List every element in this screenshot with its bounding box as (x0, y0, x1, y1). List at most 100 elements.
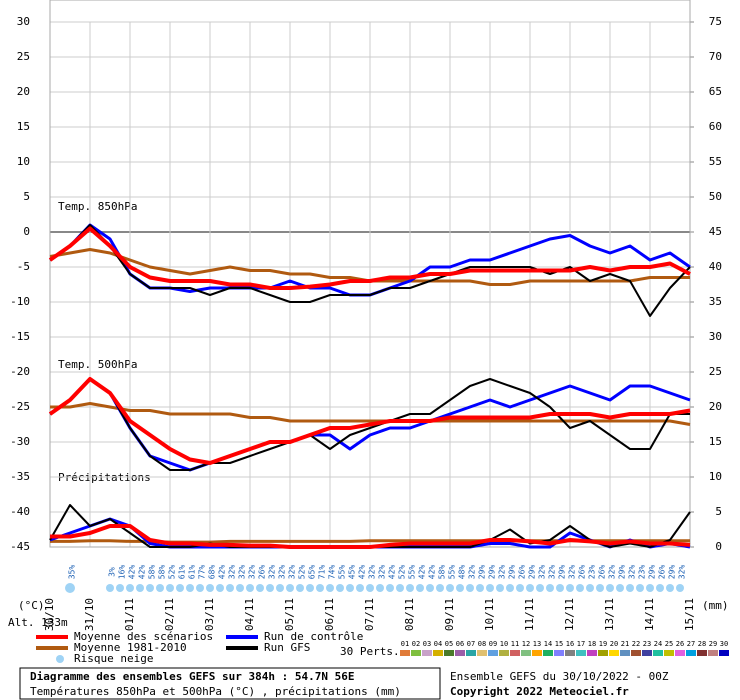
y-tick-label: -25 (10, 400, 30, 413)
perturbation-number: 19 (599, 640, 607, 648)
snow-label: 74% (328, 565, 337, 580)
perturbation-number: 30 (720, 640, 728, 648)
snow-icon (606, 584, 614, 592)
perturbation-number: 20 (610, 640, 618, 648)
snow-icon (276, 584, 284, 592)
perturbation-label: 30 Perts. (340, 645, 400, 658)
snow-icon (666, 584, 674, 592)
y-tick-label: 20 (17, 85, 30, 98)
snow-icon (256, 584, 264, 592)
perturbation-swatch (642, 650, 652, 656)
x-tick-label: 08/11 (403, 598, 416, 631)
x-tick-label: 12/11 (563, 598, 576, 631)
y-tick-label: -20 (10, 365, 30, 378)
snow-icon (646, 584, 654, 592)
perturbation-swatch (664, 650, 674, 656)
series-line (49, 378, 690, 471)
perturbation-swatch (543, 650, 553, 656)
snow-label: 29% (478, 565, 487, 580)
snow-label: 32% (368, 565, 377, 580)
snow-label: 32% (568, 565, 577, 580)
perturbation-swatch (411, 650, 421, 656)
y-tick-label: -30 (10, 435, 30, 448)
x-tick-label: 04/11 (243, 598, 256, 631)
snow-label: 42% (428, 565, 437, 580)
snow-label: 26% (658, 565, 667, 580)
snow-icon (246, 584, 254, 592)
snow-icon (566, 584, 574, 592)
snow-icon (266, 584, 274, 592)
snow-icon (366, 584, 374, 592)
y2-tick-label: 70 (709, 50, 722, 63)
perturbation-number: 07 (467, 640, 475, 648)
snow-label: 3% (108, 567, 117, 577)
y-tick-label: -45 (10, 540, 30, 553)
y2-tick-label: 20 (709, 400, 722, 413)
legend-label: Risque neige (74, 652, 153, 665)
series-line (49, 224, 691, 317)
snow-label: 68% (208, 565, 217, 580)
snow-icon (676, 584, 684, 592)
perturbation-swatch (488, 650, 498, 656)
y2-tick-label: 40 (709, 260, 722, 273)
snow-icon (616, 584, 624, 592)
perturbation-number: 26 (676, 640, 684, 648)
y2-tick-label: 65 (709, 85, 722, 98)
snow-icon (186, 584, 194, 592)
footer-title: Diagramme des ensembles GEFS sur 384h : … (30, 670, 355, 683)
y-tick-label: 30 (17, 15, 30, 28)
snow-icon (166, 584, 174, 592)
snow-icon (556, 584, 564, 592)
legend-snow-icon (56, 655, 64, 663)
snow-label: 42% (218, 565, 227, 580)
perturbation-swatch (620, 650, 630, 656)
snow-icon (476, 584, 484, 592)
snow-icon (65, 583, 75, 593)
snow-label: 29% (668, 565, 677, 580)
y2-tick-label: 50 (709, 190, 722, 203)
x-tick-label: 09/11 (443, 598, 456, 631)
snow-icon (576, 584, 584, 592)
y2-tick-label: 35 (709, 295, 722, 308)
y2-tick-label: 55 (709, 155, 722, 168)
y2-axis-label: (mm) (702, 599, 729, 612)
perturbation-swatch (697, 650, 707, 656)
perturbation-swatch (631, 650, 641, 656)
perturbation-number: 13 (533, 640, 541, 648)
y-tick-label: 5 (23, 190, 30, 203)
snow-label: 42% (138, 565, 147, 580)
legend-label: Moyenne des scénarios (74, 630, 213, 643)
panel-label: Temp. 500hPa (58, 358, 137, 371)
snow-icon (596, 584, 604, 592)
series-line (48, 377, 691, 465)
legend-label: Run GFS (264, 641, 310, 654)
perturbation-number: 27 (687, 640, 695, 648)
snow-icon (216, 584, 224, 592)
y2-tick-label: 75 (709, 15, 722, 28)
perturbation-swatch (609, 650, 619, 656)
perturbation-swatch (466, 650, 476, 656)
snow-label: 29% (528, 565, 537, 580)
snow-label: 32% (548, 565, 557, 580)
snow-label: 29% (648, 565, 657, 580)
perturbation-swatch (653, 650, 663, 656)
y-tick-label: -15 (10, 330, 30, 343)
y2-tick-label: 0 (715, 540, 722, 553)
snow-icon (436, 584, 444, 592)
snow-icon (206, 584, 214, 592)
snow-icon (236, 584, 244, 592)
snow-label: 55% (408, 565, 417, 580)
y-tick-label: -40 (10, 505, 30, 518)
snow-icon (516, 584, 524, 592)
snow-icon (456, 584, 464, 592)
snow-icon (546, 584, 554, 592)
snow-icon (156, 584, 164, 592)
perturbation-swatch (444, 650, 454, 656)
snow-icon (306, 584, 314, 592)
snow-icon (126, 584, 134, 592)
snow-label: 65% (308, 565, 317, 580)
snow-icon (406, 584, 414, 592)
run-info: Ensemble GEFS du 30/10/2022 - 00Z (450, 670, 669, 683)
perturbation-swatch (576, 650, 586, 656)
snow-icon (446, 584, 454, 592)
